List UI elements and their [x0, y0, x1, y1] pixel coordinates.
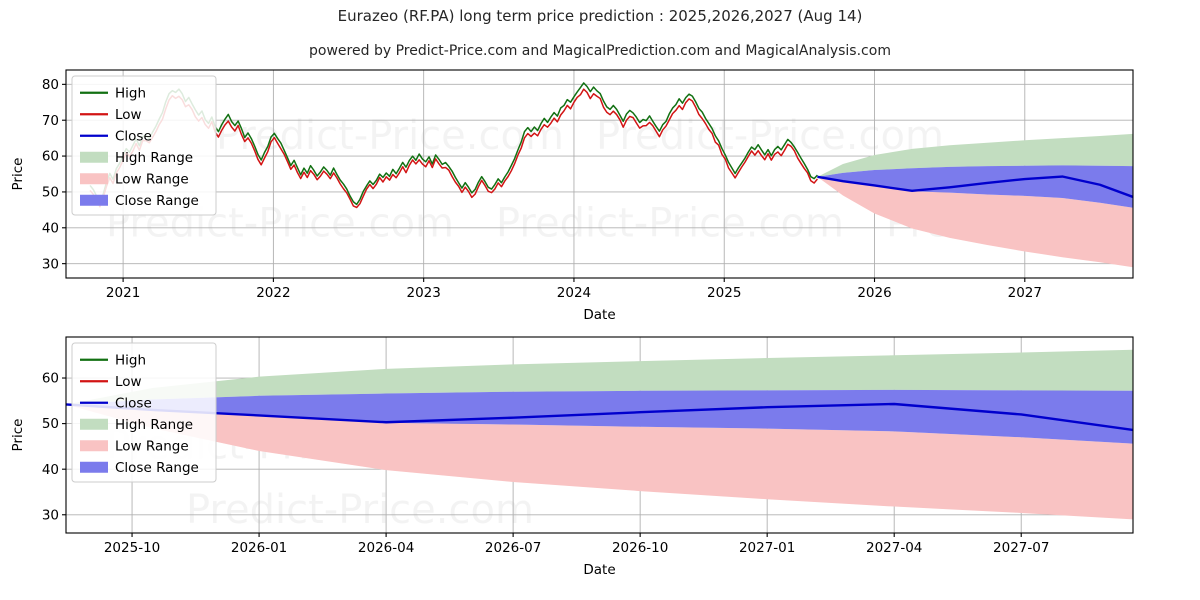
x-tick-label: 2027-01 [739, 540, 795, 556]
y-tick-label: 70 [42, 113, 59, 129]
page-subtitle: powered by Predict-Price.com and Magical… [309, 43, 891, 59]
legend-patch-swatch [80, 418, 108, 430]
y-tick-label: 30 [42, 507, 59, 523]
plot-area-top: Predict-Price.com Predict-Price.com Predic… [66, 70, 1133, 278]
y-tick-label: 50 [42, 185, 59, 201]
watermark: Predict-Price.com [496, 200, 844, 246]
legend-item-close[interactable]: Close [80, 129, 152, 145]
low-range-band [66, 404, 1133, 520]
legend-item-high[interactable]: High [80, 86, 146, 102]
legend-item-label: Low [115, 374, 142, 390]
y-tick-label: 30 [42, 256, 59, 272]
legend-item-low-range[interactable]: Low Range [80, 439, 189, 455]
high-range-band [817, 133, 1133, 177]
x-axis-label: Date [583, 562, 615, 578]
legend-item-label: High Range [115, 150, 193, 166]
x-tick-label: 2022 [256, 285, 290, 301]
legend-bottom: High Low Close High Range Low Range Close Ran… [71, 342, 217, 483]
legend-patch-swatch [80, 461, 108, 473]
x-tick-label: 2021 [106, 285, 140, 301]
legend-top: High Low Close High Range Low Range Close Ran… [71, 75, 217, 216]
x-tick-label: 2026-01 [231, 540, 287, 556]
legend-item-label: Low Range [115, 439, 189, 455]
y-tick-label: 60 [42, 149, 59, 165]
x-tick-label: 2024 [557, 285, 591, 301]
gridlines-top [66, 70, 1133, 278]
legend-item-label: High [115, 86, 146, 102]
legend-patch-swatch [80, 173, 108, 185]
watermark: Predict-Price.com [186, 487, 534, 533]
x-tick-label: 2025 [707, 285, 741, 301]
legend-item-low[interactable]: Low [80, 374, 142, 390]
legend-item-close-range[interactable]: Close Range [80, 460, 199, 476]
chart-panel-bottom: Predict-Price.comPredict-Price.comPredic… [10, 336, 1134, 578]
y-tick-label: 80 [42, 77, 59, 93]
low-range-band [817, 176, 1133, 268]
y-tick-label: 60 [42, 371, 59, 387]
x-tick-label: 2026 [857, 285, 891, 301]
axes-frame [65, 336, 1134, 534]
high-range-band [66, 349, 1133, 405]
x-tick-label: 2026-04 [358, 540, 414, 556]
y-axis-label: Price [10, 158, 26, 191]
y-tick-label: 40 [42, 220, 59, 236]
legend-item-label: Close Range [115, 460, 199, 476]
legend-item-label: High Range [115, 417, 193, 433]
x-tick-label: 2025-10 [104, 540, 160, 556]
legend-patch-swatch [80, 194, 108, 206]
legend-item-close[interactable]: Close [80, 396, 152, 412]
y-axis-label: Price [10, 419, 26, 452]
close-price-line [817, 175, 1133, 199]
x-tick-label: 2026-10 [612, 540, 668, 556]
legend-patch-swatch [80, 151, 108, 163]
legend-item-high-range[interactable]: High Range [80, 150, 193, 166]
y-tick-label: 50 [42, 416, 59, 432]
legend-item-label: Low [115, 107, 142, 123]
legend-item-label: Close [115, 129, 152, 145]
legend-item-low-range[interactable]: Low Range [80, 172, 189, 188]
legend-patch-swatch [80, 440, 108, 452]
watermark: Predict-Price.com [216, 113, 564, 159]
watermark: Predict-Price.com [596, 113, 944, 159]
x-tick-label: 2023 [406, 285, 440, 301]
y-tick-label: 40 [42, 462, 59, 478]
page-title: Eurazeo (RF.PA) long term price predicti… [337, 7, 863, 25]
legend-item-low[interactable]: Low [80, 107, 142, 123]
legend-item-label: Close Range [115, 193, 199, 209]
chart-panel-top: Predict-Price.com Predict-Price.com Predic… [10, 69, 1134, 323]
axes-frame [65, 69, 1134, 279]
legend-item-high-range[interactable]: High Range [80, 417, 193, 433]
legend-item-label: Close [115, 396, 152, 412]
legend-item-label: Low Range [115, 172, 189, 188]
legend-item-label: High [115, 353, 146, 369]
x-tick-label: 2027-07 [993, 540, 1049, 556]
legend-item-close-range[interactable]: Close Range [80, 193, 199, 209]
x-axis-label: Date [583, 307, 615, 323]
x-tick-label: 2027-04 [866, 540, 922, 556]
close-range-band [66, 389, 1133, 444]
legend-item-high[interactable]: High [80, 353, 146, 369]
plot-area-bottom: Predict-Price.comPredict-Price.comPredic… [66, 337, 1133, 533]
x-tick-label: 2026-07 [485, 540, 541, 556]
x-tick-label: 2027 [1008, 285, 1042, 301]
